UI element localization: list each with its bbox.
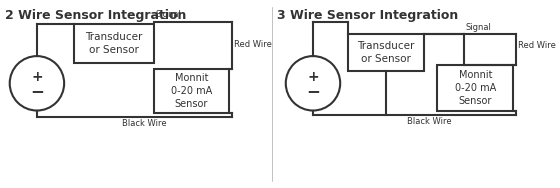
Text: Transducer
or Sensor: Transducer or Sensor xyxy=(85,32,142,55)
Circle shape xyxy=(286,56,340,111)
Text: Red Wire: Red Wire xyxy=(518,41,556,50)
FancyBboxPatch shape xyxy=(348,34,424,71)
Text: Black Wire: Black Wire xyxy=(122,119,167,128)
Circle shape xyxy=(10,56,64,111)
Text: 2 Wire Sensor Integration: 2 Wire Sensor Integration xyxy=(5,9,186,22)
Text: +: + xyxy=(31,70,43,84)
FancyBboxPatch shape xyxy=(74,24,153,63)
Text: Transducer
or Sensor: Transducer or Sensor xyxy=(357,41,414,64)
Text: Signal: Signal xyxy=(466,23,492,32)
Text: Monnit
0-20 mA
Sensor: Monnit 0-20 mA Sensor xyxy=(171,73,212,109)
FancyBboxPatch shape xyxy=(153,69,230,113)
Text: Red Wire: Red Wire xyxy=(234,40,272,49)
Text: Black Wire: Black Wire xyxy=(407,117,451,126)
Text: +: + xyxy=(307,70,319,84)
Text: Signal: Signal xyxy=(156,10,181,19)
FancyBboxPatch shape xyxy=(437,65,513,111)
Text: Monnit
0-20 mA
Sensor: Monnit 0-20 mA Sensor xyxy=(455,70,496,106)
Text: −: − xyxy=(306,82,320,100)
Text: −: − xyxy=(30,82,44,100)
Text: 3 Wire Sensor Integration: 3 Wire Sensor Integration xyxy=(277,9,458,22)
